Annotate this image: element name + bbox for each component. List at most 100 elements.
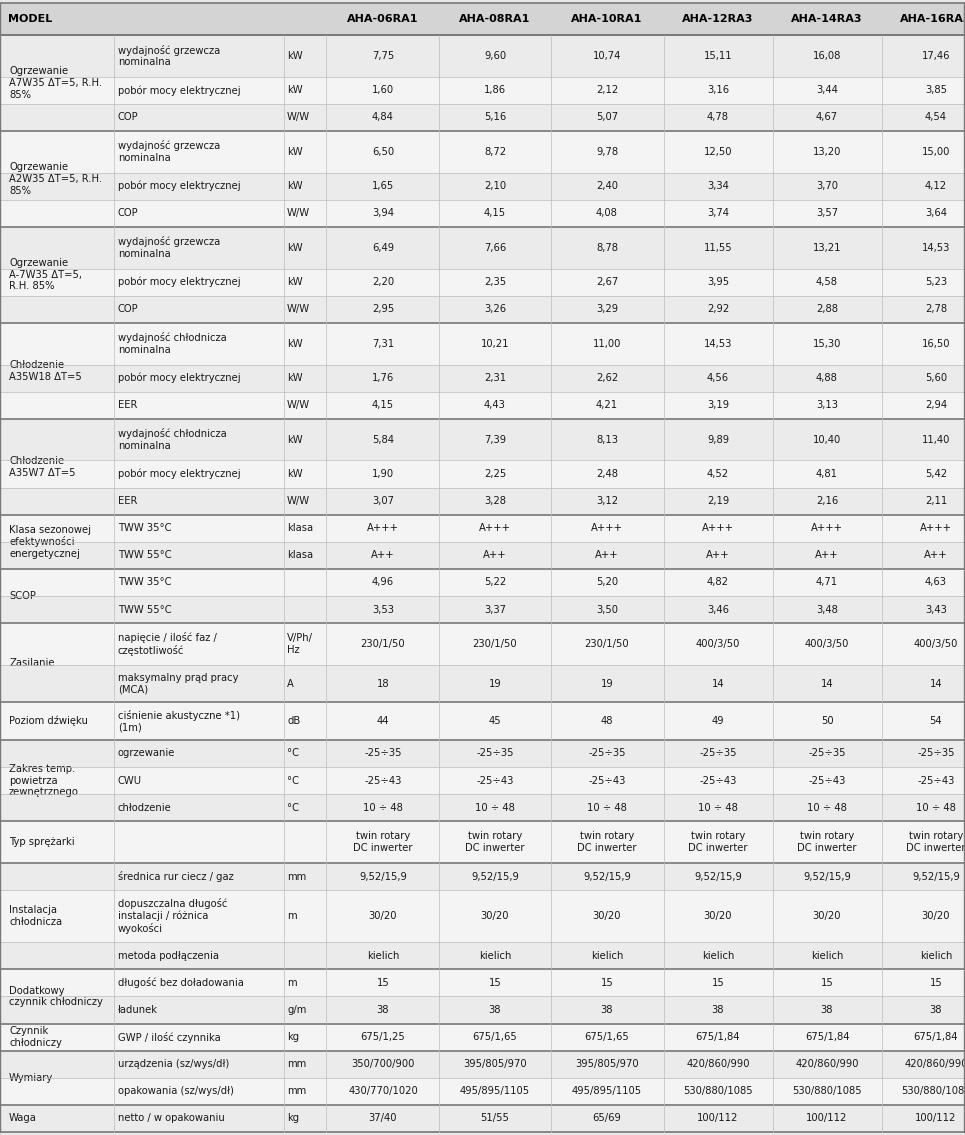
Text: 495/895/1105: 495/895/1105 [572,1086,642,1096]
Text: Ogrzewanie
A2W35 ΔT=5, R.H.
85%: Ogrzewanie A2W35 ΔT=5, R.H. 85% [9,162,102,195]
Text: maksymalny prąd pracy
(MCA): maksymalny prąd pracy (MCA) [118,673,238,695]
Text: 10,21: 10,21 [481,338,510,348]
Text: 2,35: 2,35 [483,277,506,287]
Text: 11,00: 11,00 [593,338,621,348]
Text: kW: kW [287,469,303,479]
Text: 675/1,84: 675/1,84 [696,1032,740,1042]
Text: 30/20: 30/20 [481,911,510,922]
Text: 30/20: 30/20 [703,911,732,922]
Bar [0,488,965,514]
Text: COP: COP [118,112,139,123]
Text: twin rotary
DC inwerter: twin rotary DC inwerter [465,831,525,852]
Text: 530/880/1085: 530/880/1085 [792,1086,862,1096]
Text: -25÷43: -25÷43 [365,775,401,785]
Text: 5,16: 5,16 [483,112,506,123]
Text: 2,19: 2,19 [707,496,730,506]
Text: Klasa sezonowej
efektywności
energetycznej: Klasa sezonowej efektywności energetyczn… [9,524,91,560]
Text: 3,19: 3,19 [707,401,730,410]
Text: kW: kW [287,277,303,287]
Text: 9,52/15,9: 9,52/15,9 [912,872,960,882]
Text: A+++: A+++ [920,523,952,533]
Text: EER: EER [118,401,137,410]
Bar [0,740,965,767]
Text: twin rotary
DC inwerter: twin rotary DC inwerter [906,831,965,852]
Text: 9,52/15,9: 9,52/15,9 [803,872,851,882]
Text: twin rotary
DC inwerter: twin rotary DC inwerter [577,831,637,852]
Text: 230/1/50: 230/1/50 [361,639,405,649]
Text: Ogrzewanie
A-7W35 ΔT=5,
R.H. 85%: Ogrzewanie A-7W35 ΔT=5, R.H. 85% [9,259,82,292]
Text: twin rotary
DC inwerter: twin rotary DC inwerter [353,831,413,852]
Text: 8,72: 8,72 [483,146,506,157]
Text: A+++: A+++ [702,523,734,533]
Text: 3,50: 3,50 [596,605,618,614]
Text: 3,37: 3,37 [484,605,506,614]
Text: 2,16: 2,16 [815,496,839,506]
Text: kielich: kielich [479,951,511,960]
Text: 400/3/50: 400/3/50 [696,639,740,649]
Text: 9,52/15,9: 9,52/15,9 [694,872,742,882]
Text: m: m [287,911,296,922]
Text: 7,31: 7,31 [372,338,394,348]
Bar [0,863,965,890]
Bar [0,103,965,131]
Text: 14: 14 [820,679,834,689]
Text: 11,40: 11,40 [922,435,951,445]
Text: 17,46: 17,46 [922,51,951,61]
Text: 4,78: 4,78 [707,112,729,123]
Text: 4,67: 4,67 [816,112,838,123]
Text: 400/3/50: 400/3/50 [914,639,958,649]
Text: 675/1,65: 675/1,65 [585,1032,629,1042]
Text: kW: kW [287,435,303,445]
Text: W/W: W/W [287,304,310,314]
Bar [0,77,965,103]
Text: 230/1/50: 230/1/50 [585,639,629,649]
Text: 1,86: 1,86 [483,85,506,95]
Text: -25÷35: -25÷35 [364,748,401,758]
Bar [0,173,965,200]
Text: 3,16: 3,16 [707,85,730,95]
Text: kW: kW [287,243,303,253]
Text: netto / w opakowaniu: netto / w opakowaniu [118,1113,225,1124]
Text: TWW 35°C: TWW 35°C [118,578,172,588]
Text: 8,78: 8,78 [596,243,618,253]
Text: 50: 50 [820,716,834,726]
Text: 4,84: 4,84 [372,112,394,123]
Bar [0,569,965,596]
Text: A++: A++ [372,550,395,561]
Text: 2,40: 2,40 [596,182,618,191]
Text: 4,15: 4,15 [483,209,506,218]
Text: 395/805/970: 395/805/970 [463,1059,527,1069]
Text: AHA-16RA3: AHA-16RA3 [900,14,965,24]
Text: wydajność chłodnicza
nominalna: wydajność chłodnicza nominalna [118,428,227,451]
Text: W/W: W/W [287,209,310,218]
Text: 38: 38 [929,1004,942,1015]
Text: 4,88: 4,88 [816,373,838,384]
Bar [0,419,965,461]
Bar [0,794,965,822]
Text: 530/880/1085: 530/880/1085 [683,1086,753,1096]
Text: 10 ÷ 48: 10 ÷ 48 [363,802,403,813]
Text: Typ sprężarki: Typ sprężarki [9,838,74,847]
Text: wydajność grzewcza
nominalna: wydajność grzewcza nominalna [118,44,220,67]
Text: Zasilanie: Zasilanie [9,658,54,667]
Text: 3,46: 3,46 [707,605,729,614]
Text: 9,78: 9,78 [596,146,618,157]
Text: kW: kW [287,182,303,191]
Text: 4,96: 4,96 [372,578,394,588]
Text: 38: 38 [488,1004,501,1015]
Text: kW: kW [287,373,303,384]
Text: kg: kg [287,1032,299,1042]
Text: pobór mocy elektrycznej: pobór mocy elektrycznej [118,277,240,287]
Text: -25÷43: -25÷43 [809,775,845,785]
Text: 18: 18 [376,679,389,689]
Text: 495/895/1105: 495/895/1105 [460,1086,530,1096]
Text: m: m [287,978,296,987]
Text: 100/112: 100/112 [916,1113,956,1124]
Text: Wymiary: Wymiary [9,1073,53,1083]
Text: 49: 49 [711,716,725,726]
Text: AHA-06RA1: AHA-06RA1 [347,14,419,24]
Text: CWU: CWU [118,775,142,785]
Bar [0,514,965,541]
Text: 19: 19 [488,679,502,689]
Text: wydajność grzewcza
nominalna: wydajność grzewcza nominalna [118,236,220,259]
